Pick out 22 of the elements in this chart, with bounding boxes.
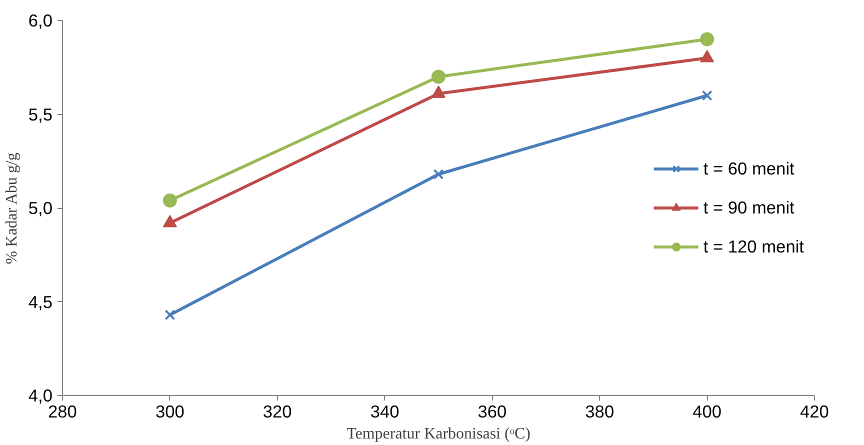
point [702, 90, 712, 101]
x-tick-label: 380 [585, 402, 614, 422]
y-tick-label: 5,5 [28, 104, 53, 124]
y-tick-label: 6,0 [28, 10, 53, 30]
point [700, 32, 714, 46]
x-tick-label: 360 [478, 402, 507, 422]
legend-label: t = 90 menit [703, 197, 794, 218]
y-tick-label: 4,5 [28, 292, 53, 312]
legend-label: t = 120 menit [703, 236, 804, 257]
x-tick-label: 420 [800, 402, 829, 422]
x-tick-label: 340 [370, 402, 400, 422]
point [164, 310, 176, 320]
y-axis-title: % Kadar Abu g/g [3, 152, 20, 264]
y-tick-label: 5,0 [28, 198, 53, 218]
point [433, 169, 444, 180]
x-tick-label: 300 [155, 402, 184, 422]
x-tick-label: 400 [692, 402, 722, 422]
legend-label: t = 60 menit [703, 158, 794, 179]
x-tick-label: 320 [262, 402, 292, 422]
point [162, 194, 177, 208]
point [432, 70, 446, 84]
x-axis-title: Temperatur Karbonisasi (ᵒC) [346, 426, 530, 442]
